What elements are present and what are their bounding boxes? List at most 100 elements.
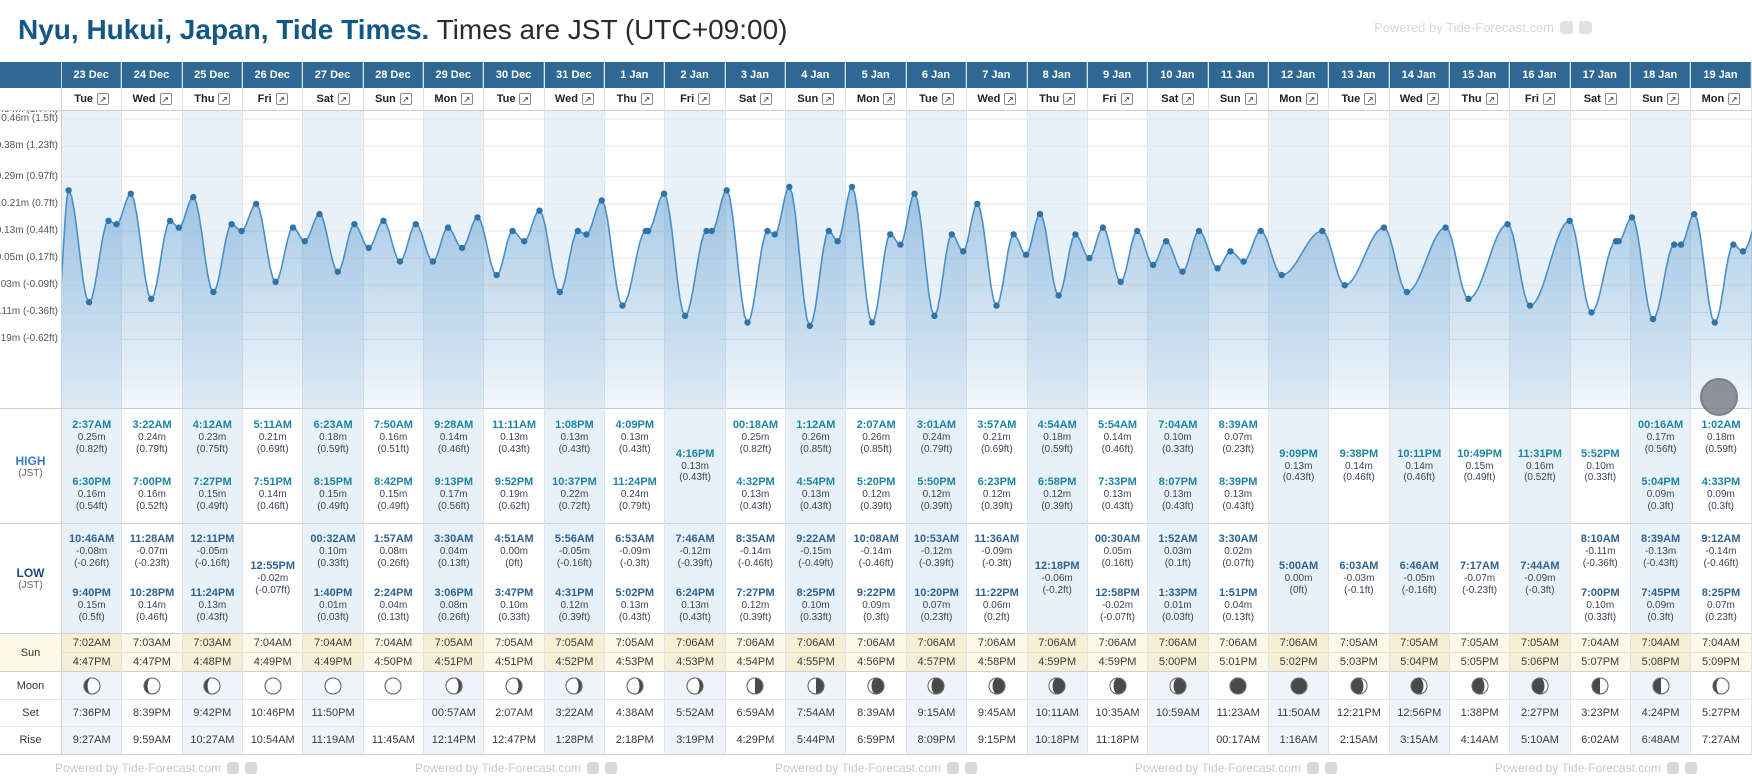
expand-day-icon[interactable]: ↗ (941, 93, 954, 105)
expand-day-icon[interactable]: ↗ (399, 93, 412, 105)
low-tide-time: 10:08AM (853, 532, 899, 545)
date-header[interactable]: 13 Jan (1329, 62, 1389, 88)
expand-day-icon[interactable]: ↗ (1604, 93, 1617, 105)
social-icon[interactable] (1579, 21, 1592, 34)
low-tide-time: 3:30AM (1218, 532, 1258, 545)
date-header[interactable]: 5 Jan (846, 62, 906, 88)
social-icon[interactable] (587, 761, 600, 774)
tide-height-m: 0.21m (982, 432, 1011, 444)
expand-day-icon[interactable]: ↗ (519, 93, 532, 105)
date-header[interactable]: 23 Dec (62, 62, 122, 88)
tide-height-m: 0.12m (560, 600, 589, 612)
expand-day-icon[interactable]: ↗ (97, 93, 110, 105)
date-header[interactable]: 24 Dec (122, 62, 182, 88)
date-header[interactable]: 26 Dec (243, 62, 303, 88)
sunrise-time: 7:03AM (182, 634, 243, 653)
tide-height-m: 0.18m (1043, 432, 1072, 444)
date-header[interactable]: 30 Dec (484, 62, 544, 88)
date-header[interactable]: 7 Jan (967, 62, 1027, 88)
expand-day-icon[interactable]: ↗ (1728, 93, 1741, 105)
date-header[interactable]: 16 Jan (1510, 62, 1570, 88)
tide-height-m: -0.09m (1524, 573, 1556, 585)
high-tide-cell: 6:23AM 0.18m (0.59ft) 8:15PM 0.15m (0.49ft) (303, 409, 363, 524)
social-icon[interactable] (1666, 761, 1679, 774)
expand-day-icon[interactable]: ↗ (822, 93, 835, 105)
date-header[interactable]: 17 Jan (1570, 62, 1630, 88)
date-header[interactable]: 29 Dec (424, 62, 484, 88)
expand-day-icon[interactable]: ↗ (1426, 93, 1439, 105)
social-icon[interactable] (227, 761, 240, 774)
expand-day-icon[interactable]: ↗ (1485, 93, 1498, 105)
expand-day-icon[interactable]: ↗ (1063, 93, 1076, 105)
expand-day-icon[interactable]: ↗ (1542, 93, 1555, 105)
expand-day-icon[interactable]: ↗ (218, 93, 231, 105)
date-header[interactable]: 25 Dec (182, 62, 243, 88)
date-header[interactable]: 18 Jan (1630, 62, 1691, 88)
tide-height-ft: (-0.23ft) (134, 557, 170, 569)
high-tide-entry: 6:30PM 0.16m (0.54ft) (72, 476, 111, 513)
high-tide-time: 3:01AM (916, 419, 957, 432)
low-tide-entry: 11:22PM 0.06m (0.2ft) (975, 587, 1019, 624)
date-header[interactable]: 2 Jan (665, 62, 725, 88)
expand-day-icon[interactable]: ↗ (1667, 93, 1679, 105)
date-header[interactable]: 4 Jan (786, 62, 846, 88)
social-icon[interactable] (1560, 21, 1573, 34)
date-header[interactable]: 14 Jan (1389, 62, 1449, 88)
date-header[interactable]: 12 Jan (1268, 62, 1329, 88)
date-header[interactable]: 19 Jan (1691, 62, 1751, 88)
expand-day-icon[interactable]: ↗ (760, 93, 773, 105)
expand-day-icon[interactable]: ↗ (461, 93, 474, 105)
date-header[interactable]: 1 Jan (605, 62, 665, 88)
day-of-week-cell: Wed ↗ (1389, 88, 1449, 111)
moon-phase-icon (1229, 677, 1247, 695)
moonrise-time: 12:14PM (424, 727, 484, 755)
tide-height-m: 0.10m (1163, 432, 1192, 444)
expand-day-icon[interactable]: ↗ (698, 93, 711, 105)
social-icon[interactable] (245, 761, 258, 774)
tide-height-m: 0.14m (1344, 460, 1373, 472)
dow-label: Thu (194, 93, 215, 105)
social-icon[interactable] (947, 761, 960, 774)
date-header[interactable]: 9 Jan (1087, 62, 1148, 88)
social-icon[interactable] (965, 761, 978, 774)
date-header[interactable]: 8 Jan (1027, 62, 1087, 88)
expand-day-icon[interactable]: ↗ (1364, 93, 1377, 105)
date-header[interactable]: 15 Jan (1449, 62, 1510, 88)
expand-day-icon[interactable]: ↗ (275, 93, 288, 105)
tide-height-ft: (0.39ft) (920, 500, 953, 512)
sun-times-cell: 7:05AM 4:51PM (424, 634, 484, 672)
date-header[interactable]: 11 Jan (1208, 62, 1268, 88)
moonset-time: 1:38PM (1449, 700, 1510, 727)
expand-day-icon[interactable]: ↗ (1120, 93, 1133, 105)
dow-label: Sat (1161, 93, 1179, 105)
date-header[interactable]: 3 Jan (725, 62, 786, 88)
expand-day-icon[interactable]: ↗ (640, 93, 653, 105)
expand-day-icon[interactable]: ↗ (337, 93, 350, 105)
moon-phase-cell (1570, 672, 1630, 700)
high-tide-time: 6:23AM (313, 419, 353, 432)
social-icon[interactable] (1306, 761, 1319, 774)
high-tide-entry: 7:51PM 0.14m (0.46ft) (253, 476, 292, 513)
tide-height-m: 0.13m (620, 432, 649, 444)
moonrise-time: 11:18PM (1087, 727, 1148, 755)
date-header[interactable]: 31 Dec (544, 62, 605, 88)
scroll-right-button[interactable] (1700, 378, 1738, 416)
expand-day-icon[interactable]: ↗ (159, 93, 172, 105)
date-header[interactable]: 27 Dec (303, 62, 363, 88)
expand-day-icon[interactable]: ↗ (883, 93, 896, 105)
expand-day-icon[interactable]: ↗ (1004, 93, 1017, 105)
social-icon[interactable] (1684, 761, 1697, 774)
expand-day-icon[interactable]: ↗ (1244, 93, 1257, 105)
date-header[interactable]: 10 Jan (1148, 62, 1208, 88)
tide-height-m: 0.09m (1707, 489, 1735, 501)
expand-day-icon[interactable]: ↗ (581, 93, 594, 105)
sunset-time: 5:06PM (1520, 656, 1559, 668)
date-header[interactable]: 28 Dec (363, 62, 424, 88)
expand-day-icon[interactable]: ↗ (1305, 93, 1318, 105)
expand-day-icon[interactable]: ↗ (1182, 93, 1195, 105)
date-header[interactable]: 6 Jan (906, 62, 967, 88)
high-tide-time: 4:54PM (796, 476, 836, 489)
social-icon[interactable] (1324, 761, 1337, 774)
low-tide-entry: 1:51PM 0.04m (0.13ft) (1219, 587, 1258, 624)
social-icon[interactable] (605, 761, 618, 774)
